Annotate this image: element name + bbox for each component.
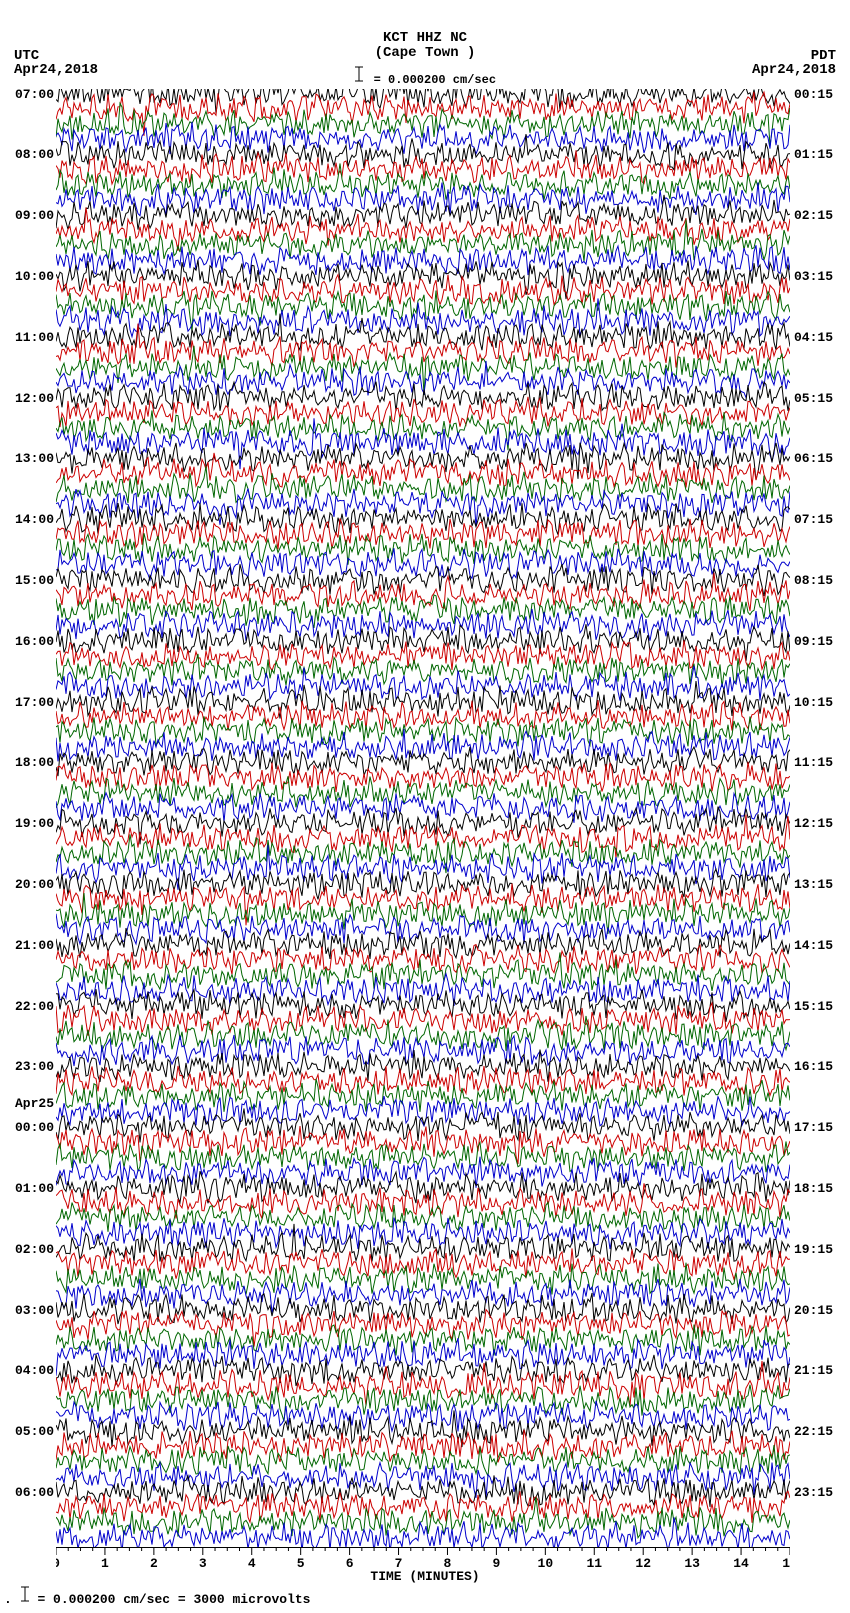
pdt-time-label: 23:15 — [794, 1485, 833, 1500]
x-tick-label: 4 — [248, 1556, 256, 1569]
trace-line — [56, 564, 790, 596]
pdt-time-label: 05:15 — [794, 391, 833, 406]
pdt-time-label: 01:15 — [794, 147, 833, 162]
trace-line — [56, 1126, 790, 1164]
utc-time-label: 12:00 — [15, 391, 54, 406]
trace-line — [56, 275, 790, 305]
pdt-time-label: 17:15 — [794, 1120, 833, 1135]
pdt-time-label: 19:15 — [794, 1242, 833, 1257]
utc-time-label: 05:00 — [15, 1424, 54, 1439]
pdt-time-label: 13:15 — [794, 877, 833, 892]
station-location: (Cape Town ) — [0, 45, 850, 61]
seismogram-plot — [56, 89, 790, 1547]
pdt-time-label: 18:15 — [794, 1181, 833, 1196]
x-tick-label: 10 — [538, 1556, 554, 1569]
x-tick-label: 13 — [684, 1556, 700, 1569]
x-tick-label: 12 — [635, 1556, 651, 1569]
utc-time-label: 01:00 — [15, 1181, 54, 1196]
footer-dot: . — [4, 1592, 12, 1607]
trace-line — [56, 989, 790, 1022]
utc-time-label: 15:00 — [15, 573, 54, 588]
utc-time-label: 13:00 — [15, 451, 54, 466]
x-tick-label: 6 — [346, 1556, 354, 1569]
pdt-time-label: 02:15 — [794, 208, 833, 223]
trace-line — [56, 1445, 790, 1476]
trace-line — [56, 654, 790, 687]
pdt-time-label: 11:15 — [794, 755, 833, 770]
trace-line — [56, 1463, 790, 1498]
utc-time-label: 14:00 — [15, 512, 54, 527]
footer-scale-bar-icon — [20, 1585, 30, 1607]
trace-line — [56, 453, 790, 488]
scale-caption-row: = 0.000200 cm/sec — [0, 65, 850, 88]
trace-line — [56, 807, 790, 845]
utc-time-label: 16:00 — [15, 634, 54, 649]
pdt-time-label: 08:15 — [794, 573, 833, 588]
scale-bar-icon — [354, 65, 364, 88]
trace-line — [56, 382, 790, 412]
x-tick-label: 11 — [586, 1556, 602, 1569]
pdt-time-label: 14:15 — [794, 938, 833, 953]
trace-line — [56, 1293, 790, 1324]
pdt-time-label: 15:15 — [794, 999, 833, 1014]
trace-line — [56, 666, 790, 701]
pdt-time-label: 22:15 — [794, 1424, 833, 1439]
utc-time-label: 04:00 — [15, 1363, 54, 1378]
scale-caption-text: = 0.000200 cm/sec — [374, 73, 496, 87]
utc-time-label: 10:00 — [15, 269, 54, 284]
utc-time-label: 08:00 — [15, 147, 54, 162]
utc-time-label: 09:00 — [15, 208, 54, 223]
x-axis: 0123456789101112131415 — [56, 1547, 790, 1569]
trace-line — [56, 1385, 790, 1422]
utc-time-label: 02:00 — [15, 1242, 54, 1257]
trace-line — [56, 1079, 790, 1112]
station-title: KCT HHZ NC — [0, 30, 850, 46]
pdt-time-label: 00:15 — [794, 87, 833, 102]
utc-time-label: 19:00 — [15, 816, 54, 831]
pdt-time-label: 16:15 — [794, 1059, 833, 1074]
trace-line — [56, 122, 790, 154]
trace-line — [56, 548, 790, 580]
pdt-time-label: 06:15 — [794, 451, 833, 466]
pdt-time-label: 12:15 — [794, 816, 833, 831]
pdt-time-label: 10:15 — [794, 695, 833, 710]
pdt-time-label: 09:15 — [794, 634, 833, 649]
utc-time-label: 00:00 — [15, 1120, 54, 1135]
utc-time-label: 17:00 — [15, 695, 54, 710]
pdt-time-label: 03:15 — [794, 269, 833, 284]
x-tick-label: 14 — [733, 1556, 749, 1569]
trace-line — [56, 716, 790, 746]
footer-row: . = 0.000200 cm/sec = 3000 microvolts — [4, 1585, 310, 1607]
trace-line — [56, 503, 790, 535]
utc-time-label: 18:00 — [15, 755, 54, 770]
x-axis-title: TIME (MINUTES) — [0, 1569, 850, 1584]
utc-time-label: 23:00 — [15, 1059, 54, 1074]
utc-time-label: 20:00 — [15, 877, 54, 892]
x-tick-label: 2 — [150, 1556, 158, 1569]
utc-time-label: 22:00 — [15, 999, 54, 1014]
x-tick-label: 5 — [297, 1556, 305, 1569]
utc-time-label: 21:00 — [15, 938, 54, 953]
utc-time-label: 07:00 — [15, 87, 54, 102]
x-tick-label: 8 — [444, 1556, 452, 1569]
utc-time-label: 06:00 — [15, 1485, 54, 1500]
x-tick-label: 15 — [782, 1556, 790, 1569]
pdt-time-label: 20:15 — [794, 1303, 833, 1318]
pdt-time-label: 04:15 — [794, 330, 833, 345]
x-tick-label: 3 — [199, 1556, 207, 1569]
utc-time-label: 11:00 — [15, 330, 54, 345]
utc-time-label: 03:00 — [15, 1303, 54, 1318]
pdt-time-label: 21:15 — [794, 1363, 833, 1378]
x-tick-label: 0 — [56, 1556, 60, 1569]
seismogram-page: UTC Apr24,2018 PDT Apr24,2018 KCT HHZ NC… — [0, 0, 850, 1613]
footer-text: = 0.000200 cm/sec = 3000 microvolts — [37, 1592, 310, 1607]
pdt-time-label: 07:15 — [794, 512, 833, 527]
x-tick-label: 1 — [101, 1556, 109, 1569]
utc-time-label: Apr25 — [15, 1096, 54, 1111]
x-tick-label: 9 — [492, 1556, 500, 1569]
x-tick-label: 7 — [395, 1556, 403, 1569]
